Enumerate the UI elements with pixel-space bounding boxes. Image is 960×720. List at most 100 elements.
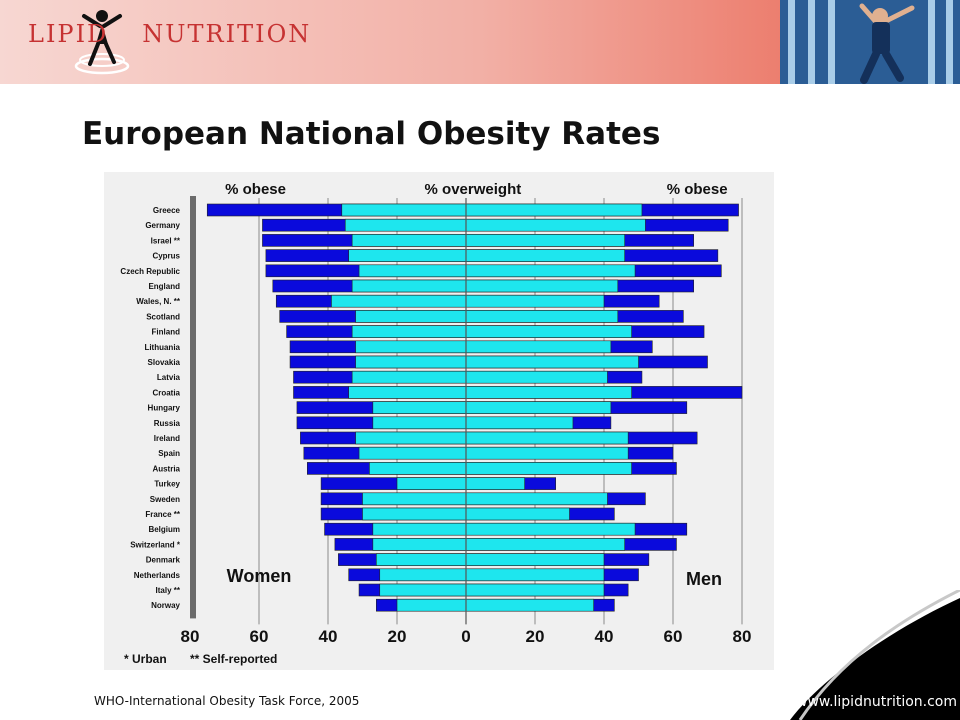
- bar-men-overweight: [465, 203, 643, 217]
- x-tick-label: 20: [526, 627, 545, 646]
- bar-women-overweight: [362, 492, 467, 506]
- category-label: Austria: [152, 464, 180, 473]
- x-tick-label: 0: [461, 627, 470, 646]
- category-label: Denmark: [146, 556, 181, 565]
- header-right-obese: % obese: [667, 181, 728, 198]
- logo-figure-icon: [74, 10, 130, 75]
- bar-women-overweight: [341, 203, 467, 217]
- bar-men-overweight: [465, 234, 625, 247]
- x-tick-label: 20: [388, 627, 407, 646]
- x-tick-label: 60: [664, 627, 683, 646]
- bar-men-overweight: [465, 355, 639, 369]
- bar-women-overweight: [348, 386, 467, 399]
- category-label: Lithuania: [144, 343, 180, 352]
- corner-decoration: [790, 590, 960, 720]
- category-label: Russia: [154, 419, 181, 428]
- bar-women-overweight: [396, 598, 467, 612]
- category-label: Turkey: [154, 480, 180, 489]
- bar-men-overweight: [465, 249, 625, 262]
- website-url: www.lipidnutrition.com: [796, 694, 958, 710]
- category-label: Switzerland *: [130, 540, 181, 549]
- logo-word-lipid: LIPID: [28, 20, 109, 48]
- bar-women-overweight: [372, 522, 467, 536]
- bar-men-overweight: [465, 325, 632, 338]
- bar-women-overweight: [372, 401, 467, 414]
- bar-men-overweight: [465, 279, 619, 293]
- bar-men-overweight: [465, 538, 625, 551]
- bar-men-overweight: [465, 218, 646, 232]
- category-label: Netherlands: [134, 571, 181, 580]
- bar-women-overweight: [348, 249, 467, 262]
- bar-men-overweight: [465, 507, 570, 521]
- header-left-obese: % obese: [225, 181, 286, 198]
- bar-men-overweight: [465, 553, 605, 566]
- category-label: Slovakia: [148, 358, 181, 367]
- bar-women-overweight: [396, 477, 467, 490]
- footnote-self-reported: ** Self-reported: [190, 652, 277, 666]
- bar-men-overweight: [465, 446, 629, 460]
- athlete-figure-icon: [859, 3, 915, 84]
- label-women: Women: [227, 566, 292, 586]
- bar-men-overweight: [465, 583, 605, 597]
- source-citation: WHO-International Obesity Task Force, 20…: [94, 694, 360, 708]
- header-overweight: % overweight: [425, 181, 522, 198]
- bar-men-overweight: [465, 477, 525, 490]
- company-logo: LIPID NUTRITION: [28, 20, 311, 48]
- bar-women-overweight: [351, 279, 467, 293]
- bar-men-overweight: [465, 401, 612, 414]
- category-label: Greece: [153, 206, 181, 215]
- footnote-urban: * Urban: [124, 652, 167, 666]
- obesity-chart: % obese % overweight % obese Greece Germany I…: [120, 181, 752, 666]
- label-men: Men: [686, 569, 722, 589]
- bar-women-overweight: [351, 370, 467, 384]
- x-tick-label: 80: [181, 627, 200, 646]
- bar-men-overweight: [465, 416, 574, 430]
- category-label: Hungary: [148, 404, 181, 413]
- bar-women-overweight: [372, 416, 467, 430]
- logo-word-nutrition: NUTRITION: [142, 20, 312, 48]
- x-tick-label: 40: [319, 627, 338, 646]
- bar-men-overweight: [465, 431, 629, 445]
- bar-women-overweight: [362, 507, 467, 521]
- category-label: Israel **: [151, 236, 181, 245]
- category-label: Spain: [158, 449, 180, 458]
- category-label: France **: [145, 510, 181, 519]
- bar-women-overweight: [355, 310, 467, 323]
- bar-women-overweight: [355, 355, 467, 369]
- category-label: Wales, N. **: [136, 297, 181, 306]
- x-tick-label: 80: [733, 627, 752, 646]
- bar-women-overweight: [355, 340, 467, 354]
- category-label: Belgium: [148, 525, 180, 534]
- category-label: Italy **: [156, 586, 181, 595]
- bar-women-overweight: [344, 218, 467, 232]
- bar-men-overweight: [465, 340, 612, 354]
- category-label: Scotland: [146, 312, 180, 321]
- category-label: Norway: [151, 601, 180, 610]
- bar-women-overweight: [369, 462, 467, 475]
- bar-women-overweight: [379, 583, 467, 597]
- category-label: Cyprus: [152, 252, 180, 261]
- y-axis-band: [190, 196, 196, 619]
- bar-women-overweight: [355, 431, 467, 445]
- page-title: European National Obesity Rates: [82, 116, 661, 152]
- bar-women-overweight: [358, 446, 467, 460]
- bar-women-overweight: [331, 294, 467, 308]
- bar-men-overweight: [465, 370, 608, 384]
- bar-women-overweight: [375, 553, 467, 566]
- bar-women-overweight: [351, 234, 467, 247]
- bar-men-overweight: [465, 294, 605, 308]
- category-label: England: [148, 282, 180, 291]
- category-label: Sweden: [150, 495, 180, 504]
- bar-men-overweight: [465, 386, 632, 399]
- bar-men-overweight: [465, 568, 605, 582]
- category-label: Germany: [145, 221, 180, 230]
- bar-men-overweight: [465, 598, 594, 612]
- athlete-photo: [780, 0, 960, 84]
- x-tick-label: 40: [595, 627, 614, 646]
- bar-men-overweight: [465, 264, 636, 278]
- category-label: Latvia: [157, 373, 181, 382]
- bar-men-overweight: [465, 492, 608, 506]
- bar-men-overweight: [465, 522, 636, 536]
- bar-men-overweight: [465, 310, 619, 323]
- category-label: Croatia: [152, 388, 180, 397]
